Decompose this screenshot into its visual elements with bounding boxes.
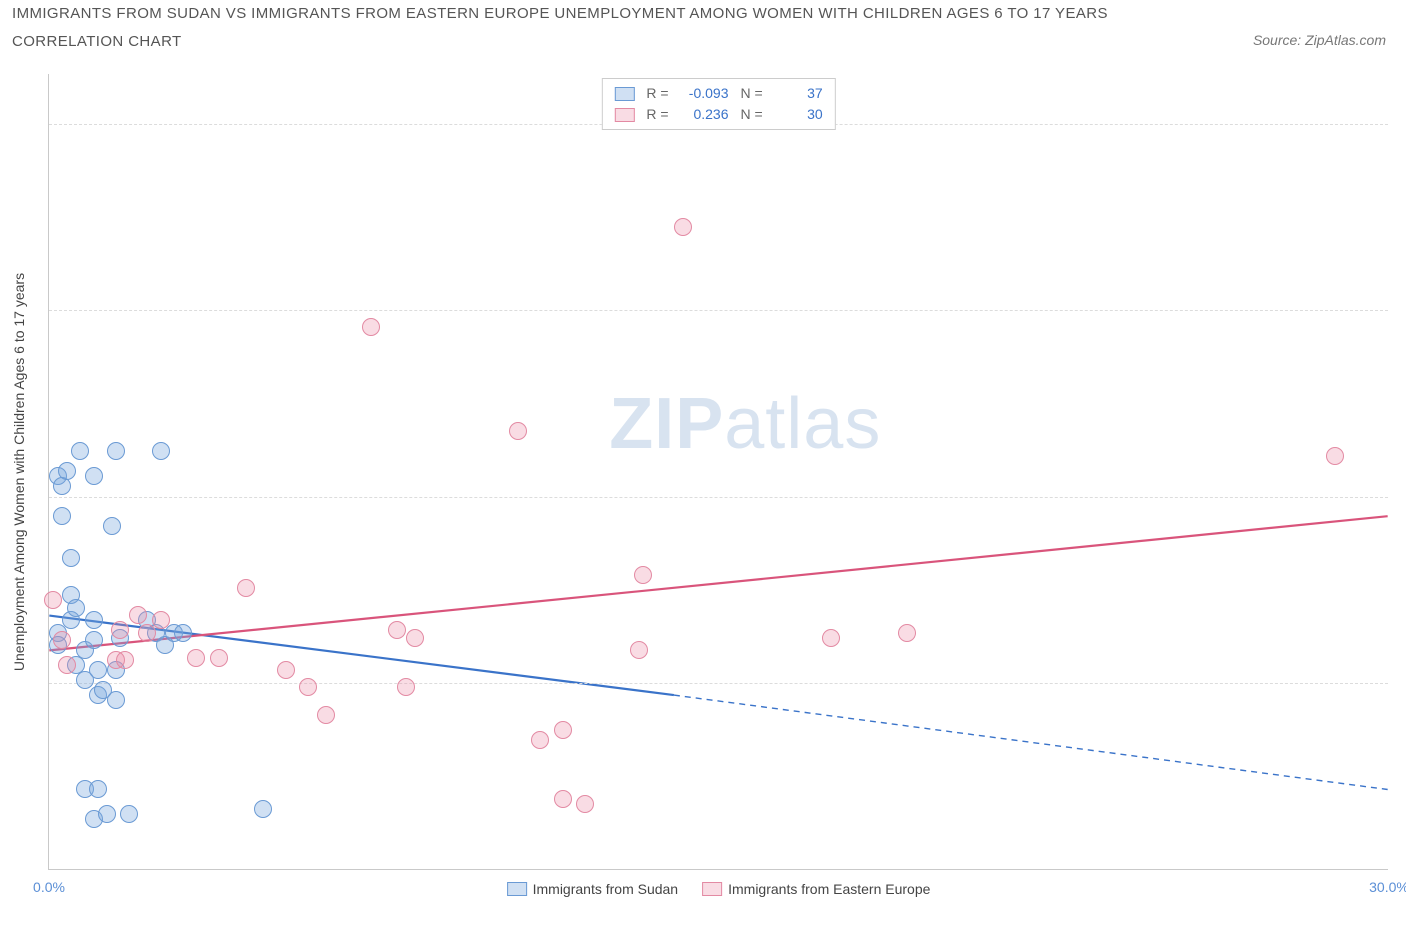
scatter-point-eeurope — [554, 721, 572, 739]
gridline — [49, 310, 1388, 311]
scatter-point-eeurope — [277, 661, 295, 679]
scatter-point-sudan — [67, 599, 85, 617]
scatter-point-sudan — [58, 462, 76, 480]
n-label: N = — [741, 83, 763, 104]
series-label: Immigrants from Eastern Europe — [728, 881, 930, 897]
scatter-point-sudan — [85, 611, 103, 629]
scatter-point-sudan — [152, 442, 170, 460]
scatter-point-eeurope — [299, 678, 317, 696]
scatter-point-eeurope — [53, 631, 71, 649]
scatter-point-sudan — [62, 549, 80, 567]
scatter-point-eeurope — [111, 621, 129, 639]
scatter-point-eeurope — [634, 566, 652, 584]
x-tick-label: 0.0% — [33, 879, 65, 895]
scatter-point-eeurope — [210, 649, 228, 667]
series-label: Immigrants from Sudan — [533, 881, 679, 897]
y-tick-label: 7.5% — [1392, 675, 1406, 691]
n-value: 30 — [775, 104, 823, 125]
scatter-chart: Unemployment Among Women with Children A… — [48, 74, 1388, 870]
scatter-point-eeurope — [406, 629, 424, 647]
scatter-point-sudan — [53, 507, 71, 525]
scatter-point-eeurope — [898, 624, 916, 642]
scatter-point-sudan — [174, 624, 192, 642]
chart-title: IMMIGRANTS FROM SUDAN VS IMMIGRANTS FROM… — [12, 0, 1112, 56]
stats-legend-row-sudan: R = -0.093 N = 37 — [614, 83, 822, 104]
scatter-point-eeurope — [822, 629, 840, 647]
scatter-point-eeurope — [58, 656, 76, 674]
scatter-point-eeurope — [129, 606, 147, 624]
scatter-point-eeurope — [317, 706, 335, 724]
scatter-point-eeurope — [531, 731, 549, 749]
scatter-point-sudan — [89, 661, 107, 679]
series-legend-item-sudan: Immigrants from Sudan — [507, 881, 679, 897]
r-value: 0.236 — [681, 104, 729, 125]
y-tick-label: 15.0% — [1392, 489, 1406, 505]
stats-legend-row-eeurope: R = 0.236 N = 30 — [614, 104, 822, 125]
scatter-point-eeurope — [674, 218, 692, 236]
scatter-point-eeurope — [44, 591, 62, 609]
gridline — [49, 497, 1388, 498]
scatter-point-sudan — [107, 691, 125, 709]
scatter-point-eeurope — [152, 611, 170, 629]
y-axis-label: Unemployment Among Women with Children A… — [11, 272, 27, 670]
n-label: N = — [741, 104, 763, 125]
y-tick-label: 30.0% — [1392, 116, 1406, 132]
r-label: R = — [646, 104, 668, 125]
scatter-point-sudan — [254, 800, 272, 818]
series-legend-item-eeurope: Immigrants from Eastern Europe — [702, 881, 930, 897]
scatter-point-sudan — [85, 467, 103, 485]
series-legend: Immigrants from Sudan Immigrants from Eas… — [507, 881, 931, 897]
gridline — [49, 683, 1388, 684]
y-tick-label: 22.5% — [1392, 302, 1406, 318]
scatter-point-eeurope — [630, 641, 648, 659]
scatter-point-sudan — [89, 780, 107, 798]
scatter-point-sudan — [107, 442, 125, 460]
scatter-point-sudan — [103, 517, 121, 535]
swatch-icon — [702, 882, 722, 896]
swatch-icon — [614, 108, 634, 122]
scatter-point-eeurope — [397, 678, 415, 696]
scatter-point-eeurope — [116, 651, 134, 669]
scatter-point-sudan — [120, 805, 138, 823]
source-label: Source: ZipAtlas.com — [1253, 32, 1386, 48]
scatter-point-eeurope — [388, 621, 406, 639]
scatter-point-eeurope — [237, 579, 255, 597]
scatter-point-eeurope — [362, 318, 380, 336]
scatter-point-eeurope — [554, 790, 572, 808]
trend-lines — [49, 74, 1388, 869]
scatter-point-eeurope — [1326, 447, 1344, 465]
x-tick-label: 30.0% — [1369, 879, 1406, 895]
swatch-icon — [507, 882, 527, 896]
scatter-point-eeurope — [509, 422, 527, 440]
scatter-point-sudan — [71, 442, 89, 460]
watermark: ZIPatlas — [609, 383, 881, 465]
scatter-point-sudan — [98, 805, 116, 823]
n-value: 37 — [775, 83, 823, 104]
r-value: -0.093 — [681, 83, 729, 104]
scatter-point-eeurope — [576, 795, 594, 813]
scatter-point-sudan — [85, 631, 103, 649]
r-label: R = — [646, 83, 668, 104]
swatch-icon — [614, 87, 634, 101]
scatter-point-eeurope — [187, 649, 205, 667]
stats-legend: R = -0.093 N = 37 R = 0.236 N = 30 — [601, 78, 835, 130]
